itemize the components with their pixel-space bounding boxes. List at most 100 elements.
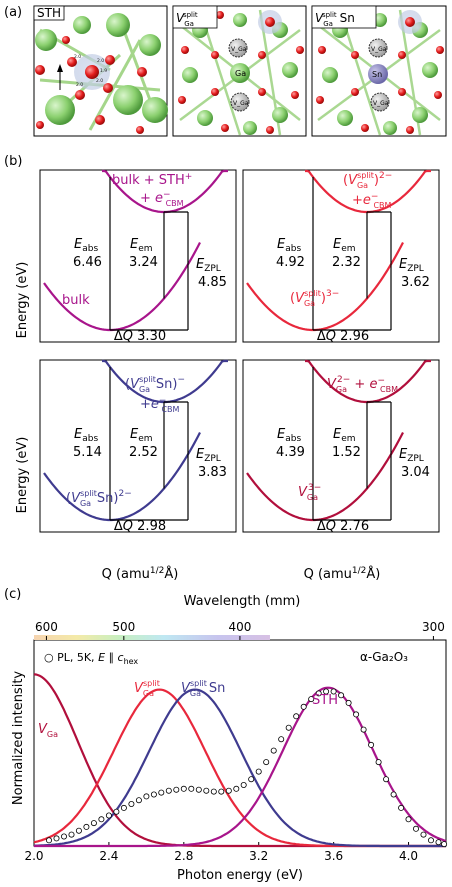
pl-point — [405, 816, 412, 823]
pl-point — [270, 747, 277, 754]
pl-point — [173, 786, 180, 793]
x-tick-label: 4.0 — [399, 849, 418, 863]
pl-point — [375, 759, 382, 766]
panel-c-ylabel: Normalized intensity — [11, 671, 26, 806]
structure-vga-split-sn: V_Ga Sn V_Ga VGasplit Sn — [311, 5, 447, 137]
lower-parabola — [246, 241, 404, 332]
pl-point — [165, 787, 172, 794]
pl-point — [441, 841, 448, 848]
pl-point — [323, 688, 330, 695]
e-abs-value: 4.92 — [276, 255, 305, 270]
bond-length-3: 2.0 — [96, 78, 103, 84]
panel-a-label: (a) — [4, 5, 22, 20]
pl-point — [61, 833, 68, 840]
subplot-frame — [39, 169, 237, 343]
bond-length-4: 2.0 — [76, 82, 83, 88]
site-ga: Ga — [235, 69, 246, 78]
pl-point — [420, 831, 427, 838]
pl-point — [293, 713, 300, 720]
pl-point — [75, 827, 82, 834]
lower-parabola — [246, 431, 404, 522]
structure-vga-split-sn-label: VGasplit Sn — [315, 11, 355, 28]
panel-c-annotation: α-Ga₂O₃ — [360, 650, 408, 664]
pl-point — [150, 791, 157, 798]
panel-b-label: (b) — [4, 154, 22, 169]
visible-spectrum-band — [34, 635, 270, 640]
pl-point — [285, 724, 292, 731]
series-label-vga: VGa — [38, 722, 58, 739]
pl-point — [195, 786, 202, 793]
pl-point — [308, 696, 315, 703]
pl-chart: 600 500 400 300 2.0 2.4 2.8 3.2 3.6 4.0 — [24, 620, 448, 863]
e-em-value: 2.32 — [332, 255, 361, 270]
top-tick-label: 600 — [35, 620, 58, 634]
e-zpl-value: 3.62 — [401, 275, 430, 290]
x-tick-label: 2.8 — [174, 849, 193, 863]
pl-point — [398, 804, 405, 811]
panel-b-ylabel-top: Energy (eV) — [15, 262, 30, 339]
e-zpl-value: 4.85 — [198, 275, 227, 290]
pl-point — [90, 820, 97, 827]
pl-point — [105, 812, 112, 819]
lower-parabola — [43, 431, 201, 522]
e-zpl-label: EZPL — [399, 447, 424, 464]
x-tick-label: 2.0 — [24, 849, 43, 863]
pl-point — [135, 797, 142, 804]
panel-c-label: (c) — [4, 587, 21, 602]
structure-sth: STH 2.0 2.0 2.0 2.0 1.9 — [33, 5, 168, 137]
sth-lower-label: bulk — [62, 293, 90, 308]
pl-point — [338, 692, 345, 699]
pl-point — [120, 804, 127, 811]
pl-point — [225, 787, 232, 794]
pl-point — [188, 785, 195, 792]
e-zpl-label: EZPL — [196, 447, 221, 464]
subplot-frame — [242, 359, 440, 533]
delta-q: ΔQ 3.30 — [114, 329, 166, 344]
pl-point — [330, 688, 337, 695]
pl-point — [315, 690, 322, 697]
pl-point — [158, 789, 165, 796]
pl-point — [210, 788, 217, 795]
sth-upper-label-2: + e− CBM — [140, 190, 184, 208]
x-tick-label: 3.2 — [249, 849, 268, 863]
pl-point — [383, 776, 390, 783]
structure-vga-split: V_Ga Ga V_Ga VGasplit — [172, 5, 307, 137]
structure-sth-label: STH — [37, 6, 61, 20]
vga-lower-label: VGa3− — [298, 483, 321, 502]
panel-c-legend: ○ PL, 5K, E ∥ chex — [44, 651, 138, 666]
panel-b-xlabel-right: Q (amu1/2Å) — [304, 566, 381, 582]
e-em-label: Eem — [130, 427, 153, 444]
vga-upper-label: VGa2− + e− CBM — [327, 375, 398, 394]
panel-b-ylabel-bottom: Energy (eV) — [15, 437, 30, 514]
bond-length-1: 2.0 — [74, 54, 81, 60]
bond-length-5: 1.9 — [100, 68, 107, 74]
site-vga-bottom-sn: V_Ga — [373, 100, 389, 107]
e-em-value: 1.52 — [332, 445, 361, 460]
x-tick-label: 2.4 — [99, 849, 118, 863]
pl-point — [233, 785, 240, 792]
delta-q: ΔQ 2.98 — [114, 519, 166, 534]
pl-point — [143, 793, 150, 800]
sth-upper-label: bulk + STH+ — [112, 172, 192, 188]
pl-point — [278, 736, 285, 743]
delta-q: ΔQ 2.96 — [317, 329, 369, 344]
vsplit-sn-lower-label: (VGasplitSn)2− — [66, 489, 132, 508]
vsplit-upper-label-2: +e− CBM — [352, 192, 392, 210]
e-em-value: 3.24 — [129, 255, 158, 270]
e-abs-label: Eabs — [277, 427, 301, 444]
pl-point — [435, 839, 442, 846]
top-tick-label: 300 — [422, 620, 445, 634]
subplot-frame — [39, 359, 237, 533]
top-tick-label: 500 — [112, 620, 135, 634]
e-em-label: Eem — [130, 237, 153, 254]
delta-q: ΔQ 2.76 — [317, 519, 369, 534]
pl-point — [248, 776, 255, 783]
pl-point — [353, 711, 360, 718]
vsplit-lower-label: (VGasplit)3− — [290, 289, 339, 308]
e-abs-value: 6.46 — [73, 255, 102, 270]
e-zpl-label: EZPL — [399, 257, 424, 274]
pl-point — [98, 816, 105, 823]
e-em-value: 2.52 — [129, 445, 158, 460]
